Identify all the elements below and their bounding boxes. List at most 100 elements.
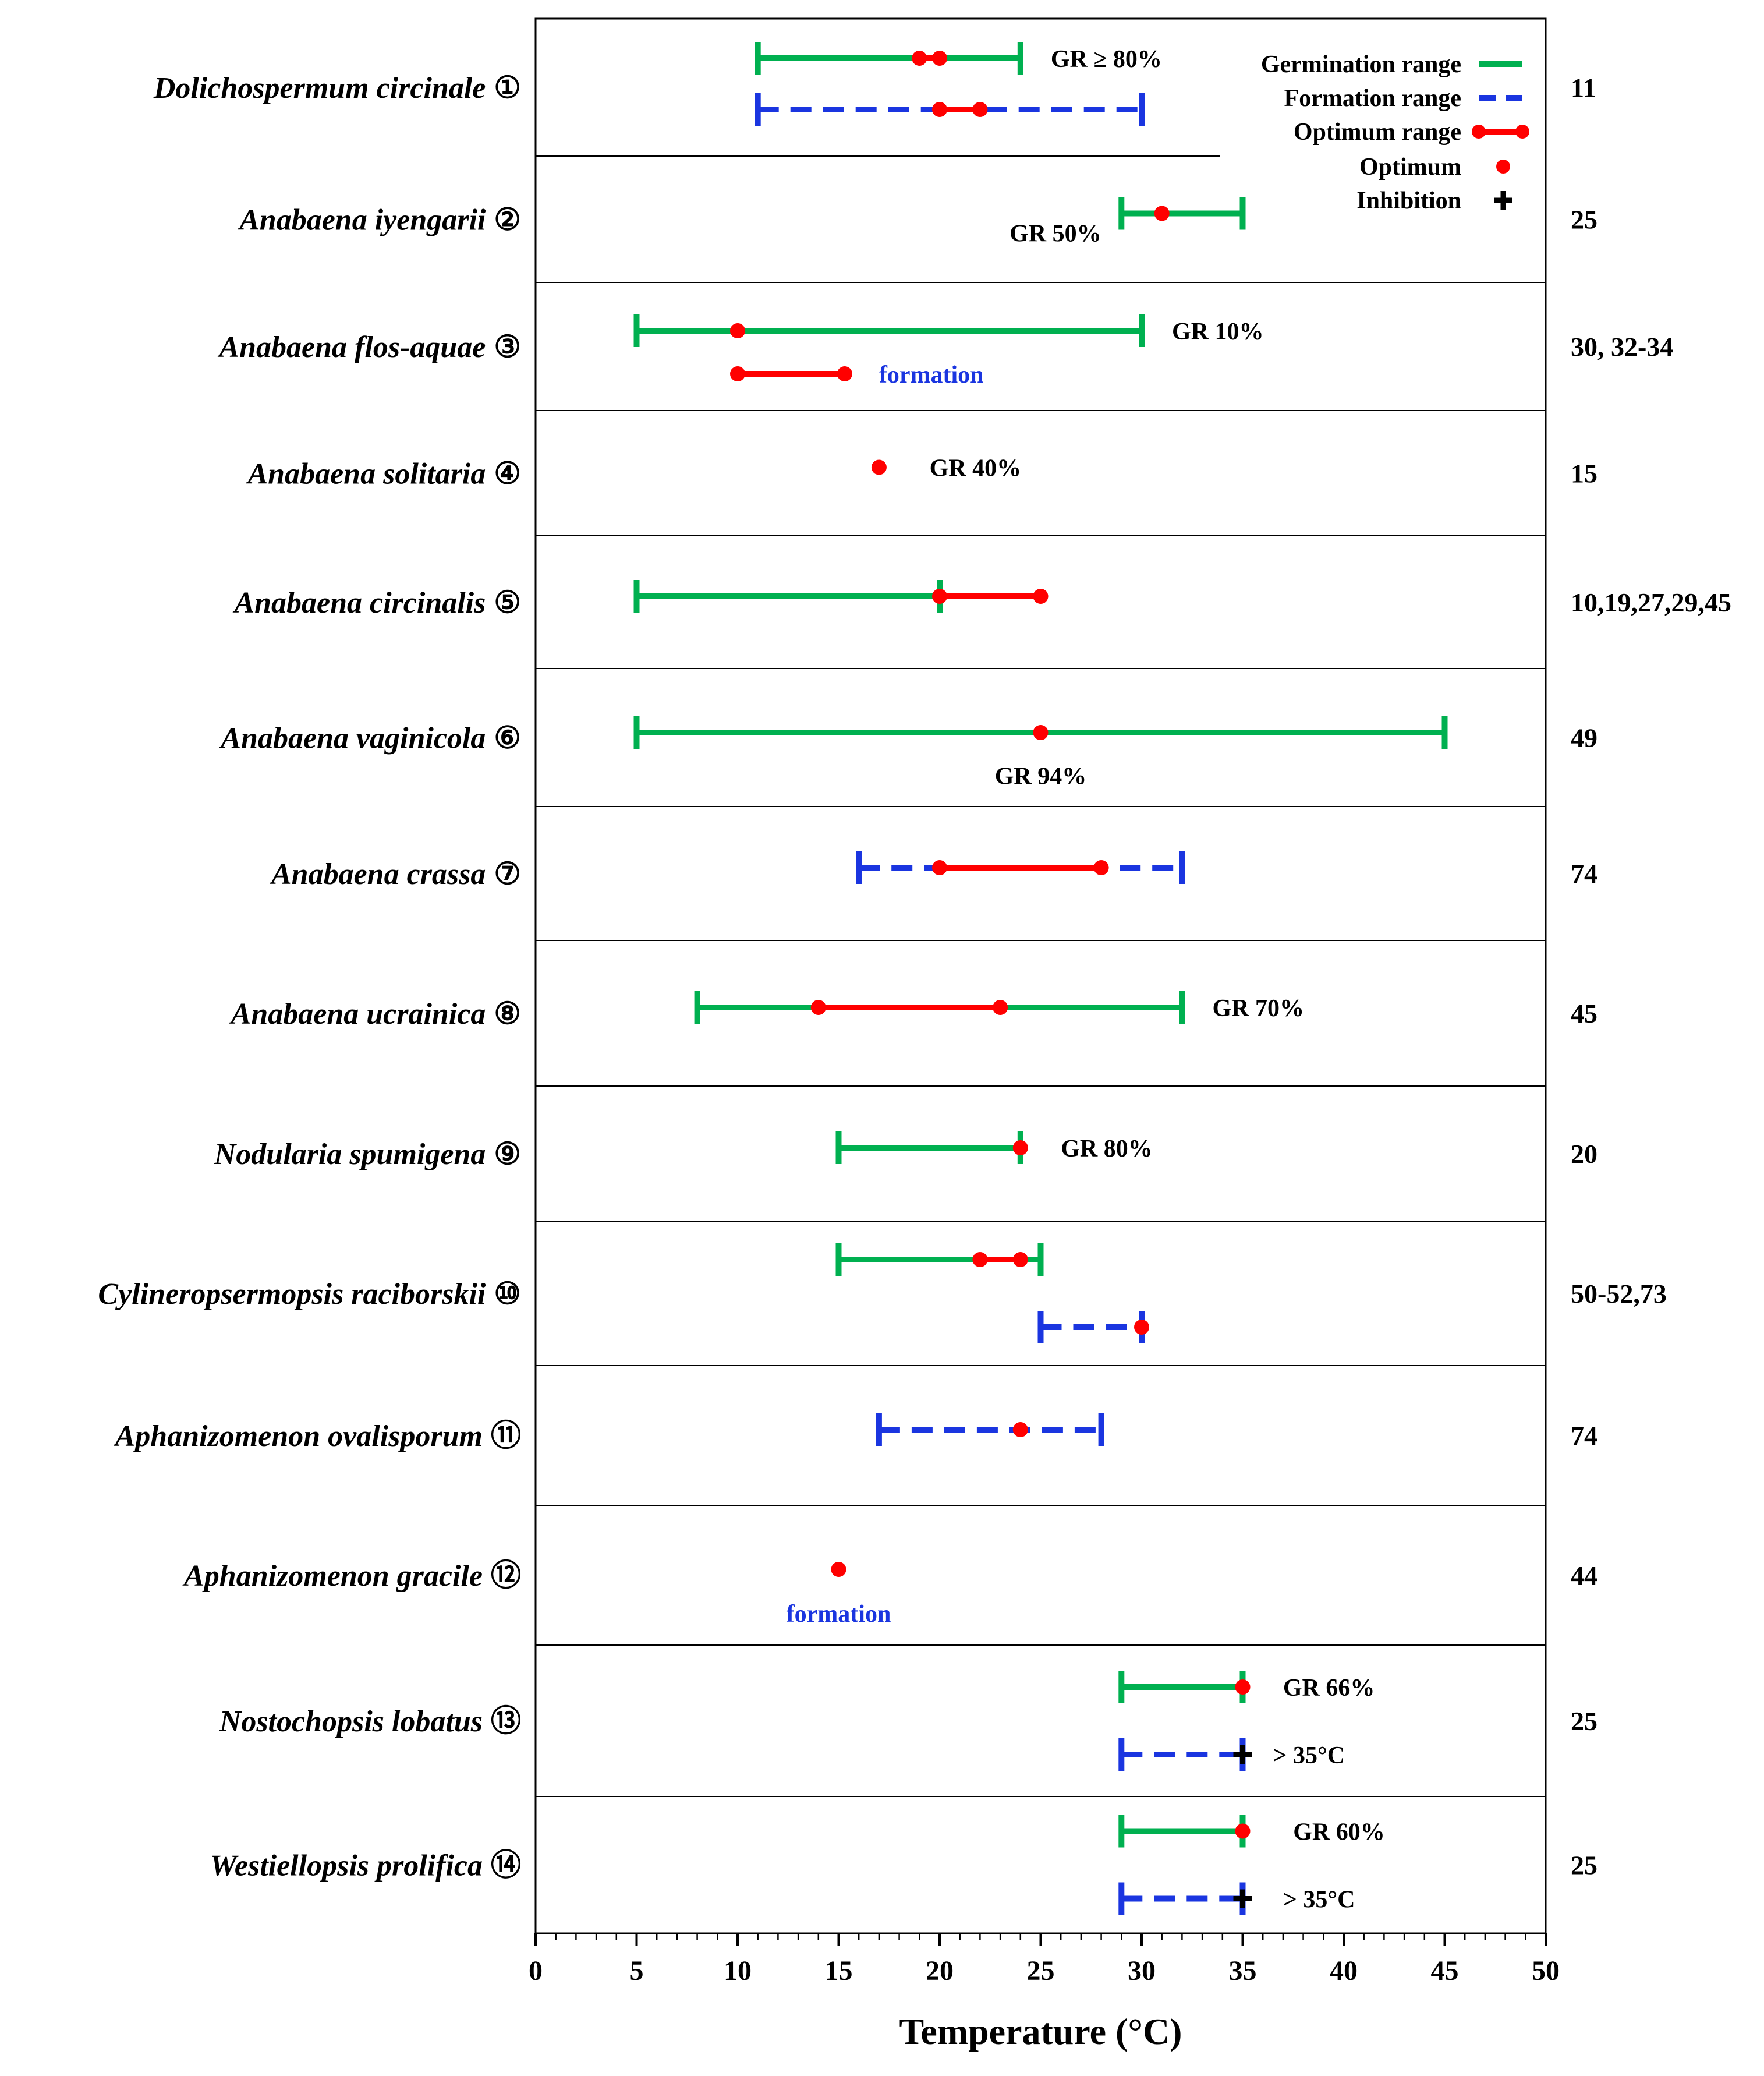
annotation: GR 40% — [930, 455, 1022, 482]
species-label: Aphanizomenon gracile ⑫ — [182, 1559, 521, 1593]
optimum-point — [1235, 1679, 1251, 1695]
optimum-point — [1154, 206, 1170, 221]
optimum-range-point — [1033, 589, 1049, 604]
optimum-point — [1134, 1320, 1149, 1335]
inhibition-marker — [1233, 1745, 1252, 1764]
species-name: Anabaena solitaria — [246, 458, 486, 491]
species-name: Cylineropsermopsis raciborskii — [98, 1278, 486, 1311]
x-tick-label: 40 — [1330, 1955, 1358, 1986]
optimum-range-point — [730, 366, 745, 381]
optimum-range-point — [932, 102, 947, 117]
legend: Germination range Formation range Optimum … — [1261, 51, 1529, 214]
reference-label: 50-52,73 — [1571, 1279, 1667, 1308]
optimum-range-point — [932, 589, 947, 604]
optimum-point — [730, 323, 745, 338]
optimum-point — [1012, 1422, 1028, 1437]
formation-range — [876, 1413, 1104, 1446]
legend-optimum-range-point — [1472, 125, 1486, 139]
species-name: Westiellopsis prolifica — [210, 1849, 483, 1883]
species-marker: ⑭ — [491, 1849, 521, 1883]
germination-range — [1118, 1815, 1246, 1848]
optimum-range — [932, 860, 1109, 875]
legend-optimum-range-point — [1515, 125, 1529, 139]
optimum-range — [730, 366, 852, 381]
optimum-range — [912, 51, 947, 66]
optimum-range-point — [993, 1000, 1008, 1015]
species-name: Anabaena ucrainica — [229, 998, 486, 1031]
annotation: GR ≥ 80% — [1051, 46, 1162, 73]
reference-label: 25 — [1571, 205, 1597, 235]
annotation: GR 50% — [1009, 221, 1101, 247]
germination-range — [633, 314, 1145, 347]
species-name: Nostochopsis lobatus — [219, 1705, 483, 1738]
germination-range — [835, 1131, 1023, 1164]
annotation: GR 94% — [995, 763, 1087, 790]
optimum-range — [932, 102, 988, 117]
species-marker: ① — [494, 72, 521, 105]
species-marker: ⑥ — [494, 722, 521, 755]
species-label: Westiellopsis prolifica ⑭ — [210, 1849, 521, 1883]
formation-range — [1118, 1738, 1246, 1771]
optimum-range — [810, 1000, 1008, 1015]
optimum-range-point — [932, 860, 947, 875]
formation-range — [755, 93, 1145, 126]
germination-range — [1118, 1671, 1246, 1703]
species-label: Anabaena circinalis ⑤ — [232, 586, 521, 620]
optimum-range — [972, 1252, 1028, 1267]
legend-label: Formation range — [1284, 85, 1461, 112]
legend-label: Germination range — [1261, 51, 1461, 78]
species-label: Nostochopsis lobatus ⑬ — [219, 1704, 521, 1738]
optimum-range-point — [1012, 1252, 1028, 1267]
plot-frame — [534, 17, 1547, 1934]
species-label: Anabaena flos-aquae ③ — [217, 331, 521, 364]
legend-optimum-swatch — [1496, 160, 1510, 174]
species-label: Aphanizomenon ovalisporum ⑪ — [114, 1419, 521, 1453]
species-name: Anabaena circinalis — [232, 586, 486, 620]
optimum-point — [1235, 1823, 1251, 1839]
optimum-range-point — [1093, 860, 1109, 875]
optimum-range-point — [810, 1000, 826, 1015]
species-marker: ⑪ — [491, 1419, 521, 1453]
legend-item: Formation range — [1284, 85, 1522, 112]
germination-range — [755, 42, 1023, 75]
species-label: Anabaena crassa ⑦ — [270, 858, 521, 891]
species-name: Anabaena vaginicola — [219, 722, 486, 755]
reference-label: 74 — [1571, 1421, 1597, 1451]
x-tick-label: 20 — [926, 1955, 954, 1986]
reference-label: 25 — [1571, 1851, 1597, 1880]
optimum-point — [1012, 1140, 1028, 1155]
inhibition-marker — [1233, 1889, 1252, 1908]
reference-label: 10,19,27,29,45 — [1571, 588, 1731, 617]
annotation: > 35°C — [1283, 1887, 1355, 1914]
species-name: Aphanizomenon ovalisporum — [114, 1420, 483, 1453]
species-marker: ⑩ — [494, 1278, 521, 1311]
species-marker: ⑧ — [494, 998, 521, 1031]
optimum-point — [831, 1562, 846, 1577]
annotation: GR 80% — [1061, 1136, 1153, 1162]
species-marker: ② — [494, 204, 521, 237]
x-tick-label: 30 — [1128, 1955, 1156, 1986]
annotation: GR 70% — [1212, 995, 1304, 1022]
optimum-range-point — [972, 1252, 988, 1267]
annotation: GR 60% — [1293, 1819, 1385, 1846]
optimum-point — [1033, 725, 1049, 740]
species-label: Dolichospermum circinale ① — [153, 72, 521, 105]
optimum-range-point — [837, 366, 852, 381]
species-label: Anabaena iyengarii ② — [238, 204, 521, 237]
x-tick-label: 0 — [529, 1955, 543, 1986]
formation-range — [1118, 1882, 1246, 1915]
x-tick-label: 15 — [825, 1955, 853, 1986]
species-label: Cylineropsermopsis raciborskii ⑩ — [98, 1278, 521, 1311]
species-name: Anabaena flos-aquae — [217, 331, 486, 364]
species-marker: ⑬ — [491, 1704, 521, 1738]
species-label: Anabaena solitaria ④ — [246, 458, 522, 491]
x-tick-label: 25 — [1027, 1955, 1055, 1986]
species-name: Nodularia spumigena — [214, 1138, 486, 1171]
species-marker: ③ — [494, 331, 521, 364]
germination-range — [1118, 197, 1246, 230]
legend-item: Optimum — [1359, 154, 1510, 181]
species-label: Nodularia spumigena ⑨ — [214, 1138, 521, 1171]
reference-label: 30, 32-34 — [1571, 332, 1673, 362]
germination-range — [633, 580, 943, 613]
reference-label: 25 — [1571, 1706, 1597, 1736]
